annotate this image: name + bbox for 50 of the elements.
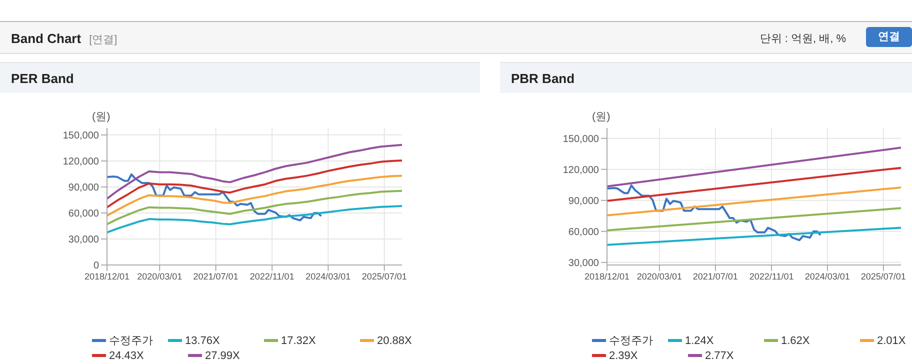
y-tick-label: 60,000: [568, 226, 600, 238]
x-tick-label: 2025/07/01: [860, 271, 906, 282]
y-tick-label: 150,000: [62, 130, 100, 142]
line-series: [107, 190, 402, 226]
x-tick-label: 2021/07/01: [692, 271, 738, 282]
x-tick-label: 2024/03/01: [804, 271, 850, 282]
legend-label: 1.62X: [781, 334, 810, 346]
y-tick-label: 120,000: [562, 164, 600, 176]
legend-label: 13.76X: [185, 334, 220, 346]
y-tick-label: 90,000: [68, 182, 100, 194]
legend-label: 수정주가: [609, 334, 653, 348]
x-tick-label: 2022/11/01: [250, 271, 294, 282]
x-tick-label: 2018/12/01: [84, 271, 130, 282]
legend-label: 24.43X: [109, 350, 144, 362]
legend-label: 27.99X: [205, 350, 240, 362]
y-tick-label: 120,000: [62, 156, 100, 168]
chart-title: PER Band: [11, 71, 74, 86]
y-tick-label: 30,000: [568, 258, 600, 269]
legend-label: 17.32X: [281, 334, 316, 346]
text: [연결]: [89, 34, 118, 46]
x-tick-label: 2022/11/01: [749, 271, 794, 282]
x-tick-label: 2020/03/01: [137, 271, 182, 282]
y-axis-title: (원): [92, 110, 110, 124]
chart-title: PBR Band: [511, 71, 575, 86]
line-series: [107, 174, 402, 217]
legend-label: 수정주가: [109, 334, 153, 348]
text: 연결: [866, 27, 912, 47]
x-tick-label: 2021/07/01: [193, 271, 238, 282]
line-series: [107, 173, 322, 222]
x-tick-label: 2020/03/01: [636, 271, 682, 282]
y-tick-label: 30,000: [68, 234, 100, 246]
x-tick-label: 2018/12/01: [584, 271, 630, 282]
legend-label: 2.39X: [609, 350, 638, 362]
y-tick-label: 0: [93, 260, 100, 272]
line-series: [107, 205, 402, 234]
text: Band Chart: [11, 31, 82, 46]
line-series: [107, 160, 402, 208]
x-tick-label: 2024/03/01: [306, 271, 351, 282]
y-tick-label: 90,000: [568, 196, 600, 207]
legend-label: 2.77X: [705, 350, 734, 362]
y-tick-label: 60,000: [68, 208, 100, 220]
legend-label: 1.24X: [685, 334, 714, 346]
legend-label: 2.01X: [877, 334, 906, 346]
line-series: [107, 144, 402, 200]
legend-label: 20.88X: [377, 334, 412, 346]
x-tick-label: 2025/07/01: [362, 271, 407, 282]
line-series: [607, 184, 822, 242]
y-tick-label: 150,000: [562, 134, 600, 145]
text: 단위 : 억원, 배, %: [760, 32, 846, 46]
y-axis-title: (원): [592, 110, 610, 124]
